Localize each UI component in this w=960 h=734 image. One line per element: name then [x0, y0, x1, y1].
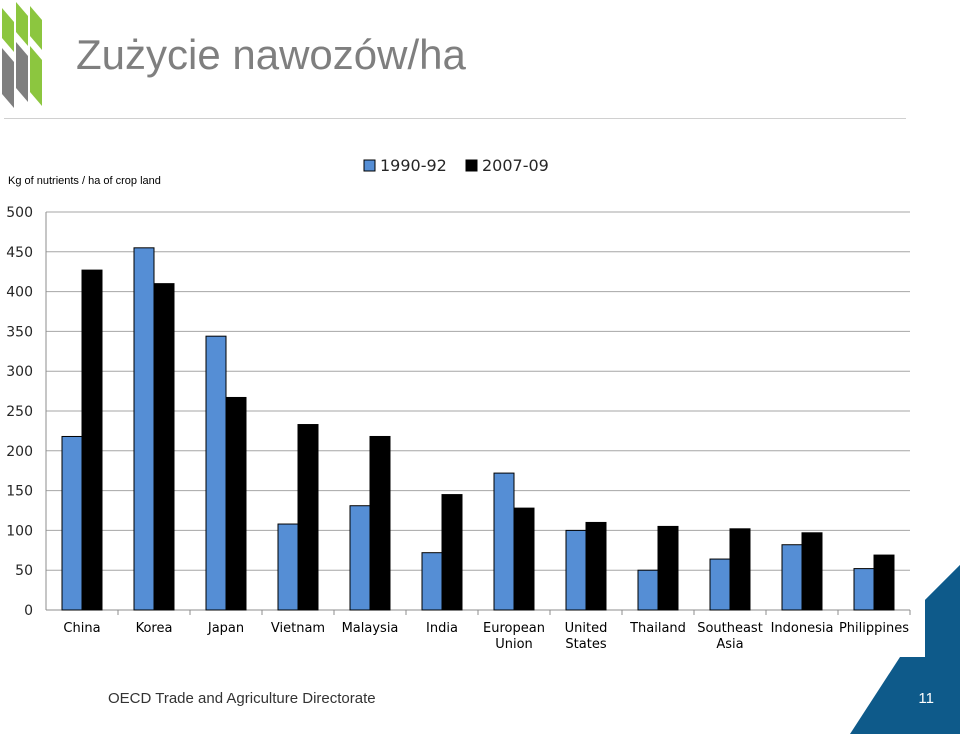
y-tick-label: 100	[6, 523, 33, 539]
x-category-label: Korea	[136, 621, 173, 636]
x-category-label: Japan	[207, 621, 244, 636]
title-divider	[4, 118, 906, 119]
bar-1990-92	[277, 523, 299, 611]
x-category-label: Indonesia	[771, 621, 834, 636]
legend-label: 1990-92	[380, 156, 447, 175]
bar-2007-09	[729, 528, 751, 611]
x-category-label: United States	[565, 621, 608, 652]
legend-label: 2007-09	[482, 156, 549, 175]
legend-swatch	[363, 159, 376, 172]
bar-2007-09	[585, 521, 607, 611]
bar-2007-09	[657, 525, 679, 611]
bar-2007-09	[513, 507, 535, 611]
footer-text: OECD Trade and Agriculture Directorate	[108, 690, 376, 707]
slide-title: Zużycie nawozów/ha	[76, 31, 466, 78]
bar-2007-09	[297, 424, 319, 611]
oecd-logo	[2, 2, 42, 108]
bar-1990-92	[565, 529, 587, 611]
y-tick-label: 50	[15, 563, 33, 579]
legend-swatch	[465, 159, 478, 172]
bar-2007-09	[225, 396, 247, 611]
bar-1990-92	[493, 472, 515, 611]
y-tick-label: 500	[6, 205, 33, 221]
bar-2007-09	[81, 269, 103, 611]
bar-1990-92	[421, 552, 443, 611]
bar-1990-92	[637, 569, 659, 611]
x-category-label: Southeast Asia	[697, 621, 763, 652]
bar-2007-09	[369, 435, 391, 611]
y-axis-unit-label: Kg of nutrients / ha of crop land	[8, 175, 161, 187]
y-tick-label: 150	[6, 484, 33, 500]
bar-1990-92	[853, 568, 875, 611]
y-tick-label: 400	[6, 285, 33, 301]
x-category-label: China	[63, 621, 100, 636]
x-category-label: Thailand	[629, 621, 686, 636]
fertilizer-bar-chart: 0 50 100 150 200 250 300 350 400 450 500 China Korea…	[6, 156, 911, 652]
y-tick-label: 200	[6, 444, 33, 460]
x-category-label: European Union	[483, 621, 545, 652]
y-tick-label: 250	[6, 404, 33, 420]
y-tick-label: 0	[24, 603, 33, 619]
bar-1990-92	[205, 335, 227, 611]
x-category-label: India	[426, 621, 458, 636]
x-category-label: Vietnam	[271, 621, 325, 636]
bar-2007-09	[153, 283, 175, 611]
bar-1990-92	[61, 435, 83, 611]
bar-2007-09	[441, 494, 463, 611]
bar-1990-92	[349, 505, 371, 611]
bar-1990-92	[709, 558, 731, 611]
y-tick-label: 350	[6, 324, 33, 340]
bar-2007-09	[801, 532, 823, 611]
bar-1990-92	[781, 544, 803, 611]
x-category-label: Malaysia	[342, 621, 399, 636]
page-number: 11	[918, 690, 934, 707]
bar-2007-09	[873, 554, 895, 611]
bar-1990-92	[133, 247, 155, 611]
x-category-label: Philippines	[839, 621, 909, 636]
y-tick-label: 300	[6, 364, 33, 380]
y-tick-label: 450	[6, 245, 33, 261]
